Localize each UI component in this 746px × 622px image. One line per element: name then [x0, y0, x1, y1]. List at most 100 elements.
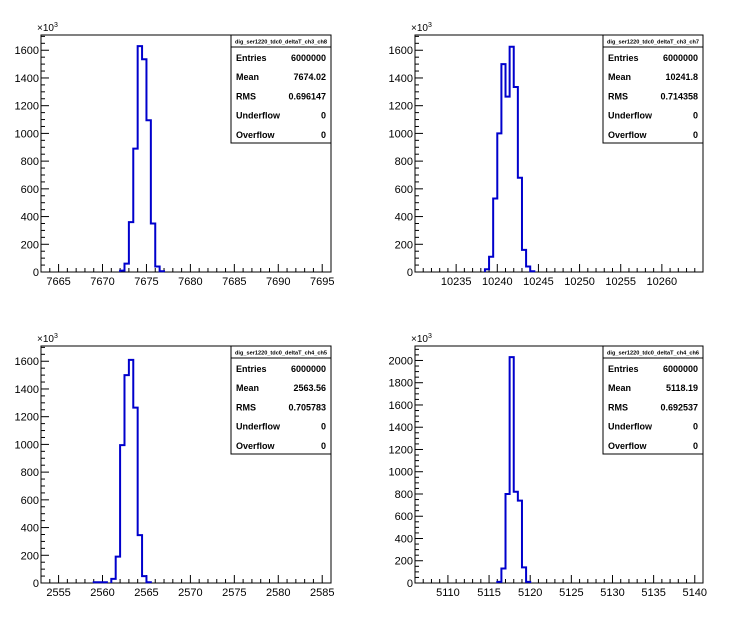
stats-value-overflow: 0	[321, 441, 326, 451]
x-tick-label: 2565	[134, 587, 158, 599]
y-tick-label: 800	[395, 489, 413, 501]
histogram-bin	[501, 569, 505, 583]
x-tick-label: 10240	[482, 276, 513, 288]
histogram-bin	[510, 357, 514, 583]
x-tick-label: 10250	[564, 276, 595, 288]
y-tick-label: 600	[395, 511, 413, 523]
histogram-bin	[155, 266, 159, 272]
histogram-bin	[98, 582, 102, 583]
stats-label-overflow: Overflow	[608, 441, 648, 451]
histogram-bin	[501, 64, 505, 272]
y-tick-label: 600	[21, 184, 39, 196]
plot-frame	[414, 345, 704, 584]
x-tick-label: 10260	[647, 276, 678, 288]
y-exponent-label: ×103	[37, 22, 58, 34]
x-tick-label: 7670	[90, 276, 114, 288]
x-tick-label: 2570	[178, 587, 202, 599]
y-tick-label: 800	[21, 467, 39, 479]
stats-label-entries: Entries	[608, 364, 639, 374]
stats-label-underflow: Underflow	[236, 111, 281, 121]
stats-label-underflow: Underflow	[608, 111, 653, 121]
y-tick-label: 400	[21, 212, 39, 224]
histogram-bin	[160, 271, 164, 272]
histogram-panel: 0 200 400 600 800 1000 1200 1400 1600 1800 2000 511…	[389, 333, 707, 599]
histogram-bin	[111, 579, 115, 583]
histogram-bin	[124, 264, 128, 272]
histogram-bin	[146, 120, 150, 272]
stats-title: dig_ser1220_tdc0_deltaT_ch3_ch8	[235, 40, 327, 46]
histogram-bin	[129, 360, 133, 583]
stats-label-entries: Entries	[236, 364, 267, 374]
histogram-bin	[497, 133, 501, 272]
x-tick-label: 5110	[436, 587, 460, 599]
y-tick-label: 0	[33, 578, 39, 590]
stats-value-rms: 0.696147	[288, 91, 326, 101]
x-tick-label: 7665	[46, 276, 70, 288]
histogram-panel: 0 200 400 600 800 1000 1200 1400 1600 7665 7670 767…	[15, 22, 335, 288]
y-tick-label: 1000	[15, 439, 39, 451]
x-tick-label: 7685	[222, 276, 246, 288]
stats-value-entries: 6000000	[663, 53, 698, 63]
histogram-bin	[514, 87, 518, 272]
histogram-bin	[506, 494, 510, 583]
stats-value-mean: 10241.8	[665, 72, 698, 82]
y-tick-label: 1400	[15, 384, 39, 396]
histogram-bin	[124, 375, 128, 583]
y-tick-label: 200	[395, 556, 413, 568]
histogram-bin	[526, 582, 530, 583]
y-tick-label: 1200	[389, 101, 413, 113]
plot-frame	[414, 34, 704, 273]
y-tick-label: 1600	[15, 45, 39, 57]
stats-box	[230, 34, 332, 144]
y-tick-label: 0	[407, 267, 413, 279]
histogram-bin	[116, 557, 120, 583]
y-tick-label: 400	[395, 212, 413, 224]
histogram-bin	[493, 199, 497, 272]
x-tick-label: 7680	[178, 276, 202, 288]
y-tick-label: 400	[395, 533, 413, 545]
y-tick-label: 600	[395, 184, 413, 196]
y-exponent-label: ×103	[411, 22, 432, 34]
y-tick-label: 1000	[389, 467, 413, 479]
y-tick-label: 1600	[15, 356, 39, 368]
histogram-bin	[120, 445, 124, 583]
y-tick-label: 1200	[15, 412, 39, 424]
stats-value-underflow: 0	[321, 422, 326, 432]
x-tick-label: 5115	[477, 587, 501, 599]
histogram-bin	[485, 269, 489, 272]
stats-label-overflow: Overflow	[236, 441, 276, 451]
y-tick-label: 1600	[389, 45, 413, 57]
stats-value-rms: 0.714358	[660, 91, 698, 101]
histogram-bin	[142, 59, 146, 272]
x-tick-label: 7695	[310, 276, 334, 288]
stats-label-rms: RMS	[608, 402, 628, 412]
y-tick-label: 200	[395, 239, 413, 251]
x-tick-label: 5135	[641, 587, 665, 599]
histogram-bin	[522, 567, 526, 583]
plot-frame	[40, 34, 332, 273]
y-tick-label: 0	[407, 578, 413, 590]
stats-label-mean: Mean	[236, 72, 259, 82]
x-tick-label: 7675	[134, 276, 158, 288]
y-exponent-label: ×103	[37, 333, 58, 345]
stats-value-entries: 6000000	[663, 364, 698, 374]
y-tick-label: 1200	[15, 101, 39, 113]
histogram-bin	[133, 149, 137, 272]
y-tick-label: 1000	[15, 128, 39, 140]
stats-value-entries: 6000000	[291, 364, 326, 374]
x-tick-label: 7690	[266, 276, 290, 288]
histogram-bin	[133, 408, 137, 583]
stats-label-overflow: Overflow	[608, 130, 648, 140]
stats-box	[602, 34, 704, 144]
histogram-bin	[138, 46, 142, 272]
stats-value-underflow: 0	[321, 111, 326, 121]
y-tick-label: 1800	[389, 378, 413, 390]
stats-value-underflow: 0	[693, 111, 698, 121]
plot-frame	[40, 345, 332, 584]
stats-label-overflow: Overflow	[236, 130, 276, 140]
histogram-bin	[103, 582, 107, 583]
stats-value-overflow: 0	[693, 130, 698, 140]
x-tick-label: 10255	[605, 276, 636, 288]
y-tick-label: 1000	[389, 128, 413, 140]
